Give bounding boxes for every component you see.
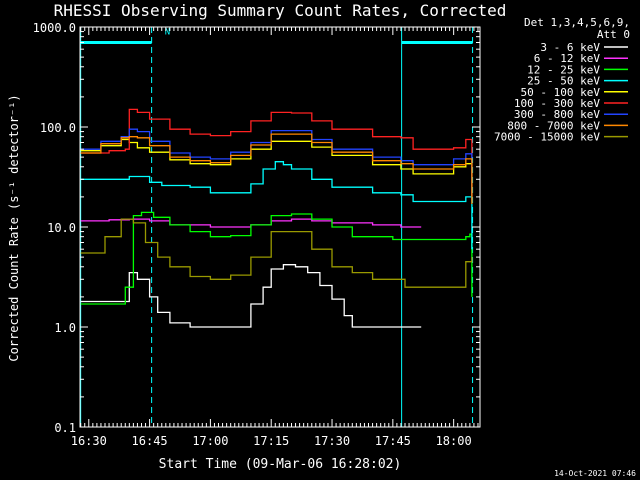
y-tick-label: 1.0 [54, 321, 76, 335]
legend-label: 100 - 300 keV [514, 97, 600, 110]
y-tick-label: 1000.0 [33, 21, 76, 35]
legend-label: 25 - 50 keV [527, 75, 600, 88]
x-tick-label: 17:30 [314, 434, 350, 448]
legend-label: 50 - 100 keV [521, 86, 601, 99]
legend-label: 300 - 800 keV [514, 108, 600, 121]
x-tick-label: 17:00 [192, 434, 228, 448]
y-tick-label: 10.0 [47, 221, 76, 235]
legend-label: 3 - 6 keV [540, 41, 600, 54]
series-line-25-50-kev [80, 161, 473, 250]
x-tick-label: 16:45 [132, 434, 168, 448]
series-line-12-25-kev [80, 211, 473, 305]
x-tick-label: 18:00 [436, 434, 472, 448]
legend-label: 7000 - 15000 keV [494, 131, 600, 144]
y-tick-label: 0.1 [54, 421, 76, 435]
series-line-3-6-kev [80, 264, 422, 328]
y-axis-label: Corrected Count Rate (s⁻¹ detector⁻¹) [7, 94, 21, 361]
x-tick-label: 17:45 [375, 434, 411, 448]
timestamp: 14-Oct-2021 07:46 [554, 469, 636, 478]
legend-label: 6 - 12 keV [534, 52, 601, 65]
annotation-label: N [165, 28, 170, 38]
series-line-800-7000-kev [80, 133, 473, 204]
x-axis-label: Start Time (09-Mar-06 16:28:02) [159, 457, 402, 472]
plot-area: N [80, 27, 474, 427]
detector-info-line-2: Att 0 [597, 28, 630, 41]
series-line-100-300-kev [80, 108, 473, 197]
x-tick-label: 17:15 [253, 434, 289, 448]
chart-title: RHESSI Observing Summary Count Rates, Co… [54, 1, 507, 20]
detector-info-line-1: Det 1,3,4,5,6,9, [524, 16, 630, 29]
legend-label: 800 - 7000 keV [507, 119, 600, 132]
legend-label: 12 - 25 keV [527, 63, 600, 76]
axes: 0.1 1.0 10.0 100.0 1000.0 16:30 16:45 17:00 17:1… [33, 21, 480, 448]
y-tick-label: 100.0 [40, 121, 76, 135]
series-line-7000-15000-kev [80, 218, 473, 288]
detector-info: Det 1,3,4,5,6,9, Att 0 [524, 16, 630, 41]
x-tick-label: 16:30 [71, 434, 107, 448]
